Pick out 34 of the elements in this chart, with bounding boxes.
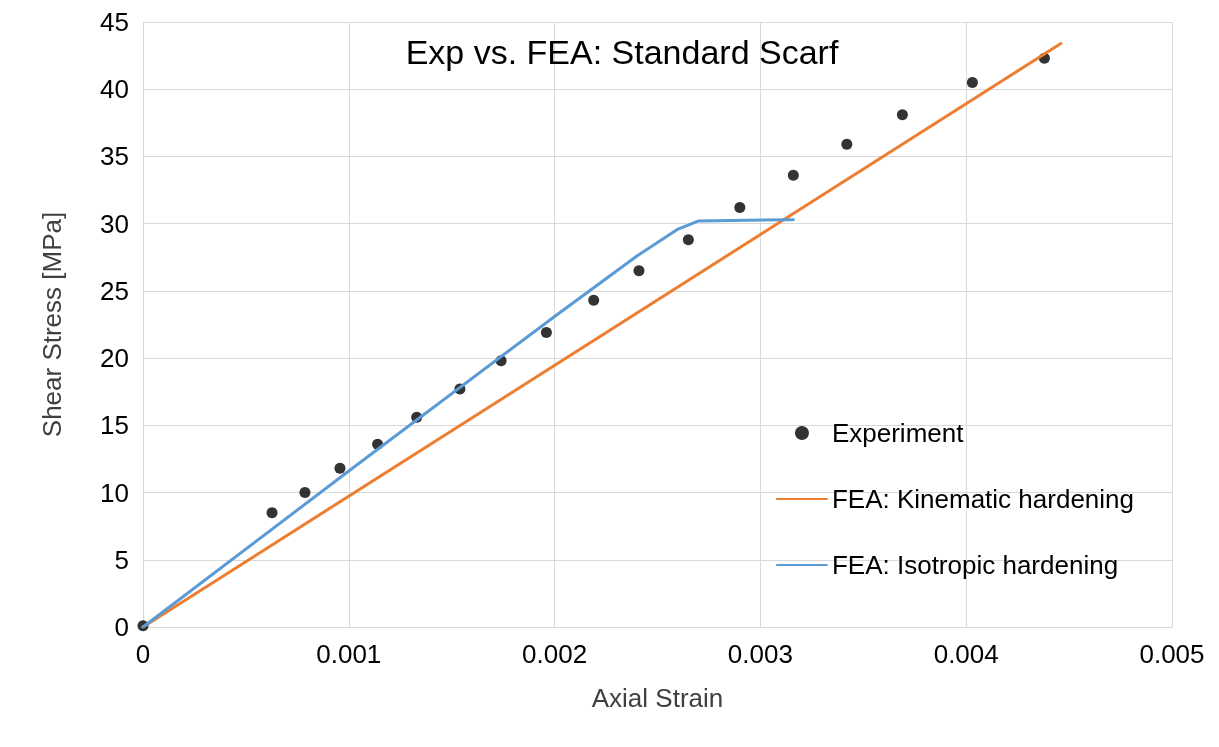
point	[266, 507, 278, 519]
legend-label: FEA: Kinematic hardening	[831, 484, 1134, 514]
point	[734, 202, 746, 214]
legend-label: FEA: Isotropic hardening	[831, 550, 1119, 580]
x-tick-label: 0.004	[933, 639, 999, 669]
point	[682, 234, 694, 246]
y-tick-label: 45	[100, 7, 129, 37]
point	[334, 462, 346, 474]
y-tick-label: 10	[100, 477, 129, 508]
y-tick-label: 35	[100, 141, 129, 172]
point	[540, 327, 552, 339]
point	[633, 265, 645, 277]
x-tick-label: 0.005	[1139, 639, 1205, 669]
y-axis-title: Shear Stress [MPa]	[37, 211, 67, 438]
y-tick-label: 15	[100, 410, 129, 441]
x-tick-label: 0.002	[522, 639, 588, 669]
y-tick-label: 20	[100, 343, 129, 374]
x-tick-label: 0	[135, 639, 151, 669]
y-tick-label: 40	[100, 74, 129, 105]
point	[787, 169, 799, 181]
chart-title: Exp vs. FEA: Standard Scarf	[405, 33, 839, 71]
point	[841, 138, 853, 150]
point	[896, 109, 908, 121]
x-tick-label: 0.001	[316, 639, 382, 669]
point	[966, 77, 978, 88]
x-axis-title: Axial Strain	[591, 683, 724, 713]
legend-label: Experiment	[831, 418, 965, 448]
x-tick-label: 0.003	[727, 639, 793, 669]
point	[299, 487, 311, 499]
y-tick-label: 5	[114, 544, 129, 575]
y-tick-label: 25	[100, 275, 129, 306]
y-tick-label: 0	[114, 612, 129, 642]
y-tick-label: 30	[100, 208, 129, 239]
point	[588, 294, 600, 306]
